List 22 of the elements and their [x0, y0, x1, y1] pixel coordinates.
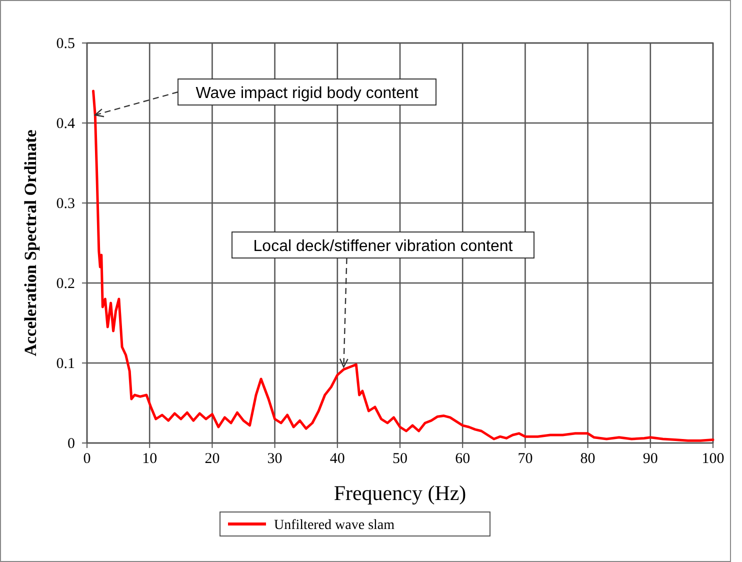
x-tick-label: 50	[392, 451, 408, 467]
legend-label: Unfiltered wave slam	[274, 518, 395, 533]
y-tick-label: 0.1	[56, 356, 75, 372]
y-tick-label: 0.4	[56, 116, 76, 132]
x-tick-label: 90	[642, 451, 658, 467]
annotation: Wave impact rigid body content	[196, 85, 419, 102]
x-tick-label: 70	[518, 451, 533, 467]
x-tick-label: 100	[702, 451, 724, 467]
y-tick-label: 0	[68, 436, 75, 452]
x-tick-label: 10	[142, 451, 158, 467]
annotation: Local deck/stiffener vibration content	[253, 238, 514, 255]
x-tick-label: 40	[330, 451, 345, 467]
x-tick-label: 0	[83, 451, 91, 467]
x-tick-label: 30	[267, 451, 282, 467]
y-tick-label: 0.2	[56, 276, 75, 292]
y-tick-label: 0.5	[56, 36, 75, 52]
y-tick-label: 0.3	[56, 196, 75, 212]
x-tick-label: 20	[204, 451, 220, 467]
x-axis-title: Frequency (Hz)	[334, 481, 466, 505]
y-axis-title: Acceleration Spectral Ordinate	[21, 129, 40, 356]
x-tick-label: 60	[455, 451, 470, 467]
x-tick-label: 80	[580, 451, 596, 467]
